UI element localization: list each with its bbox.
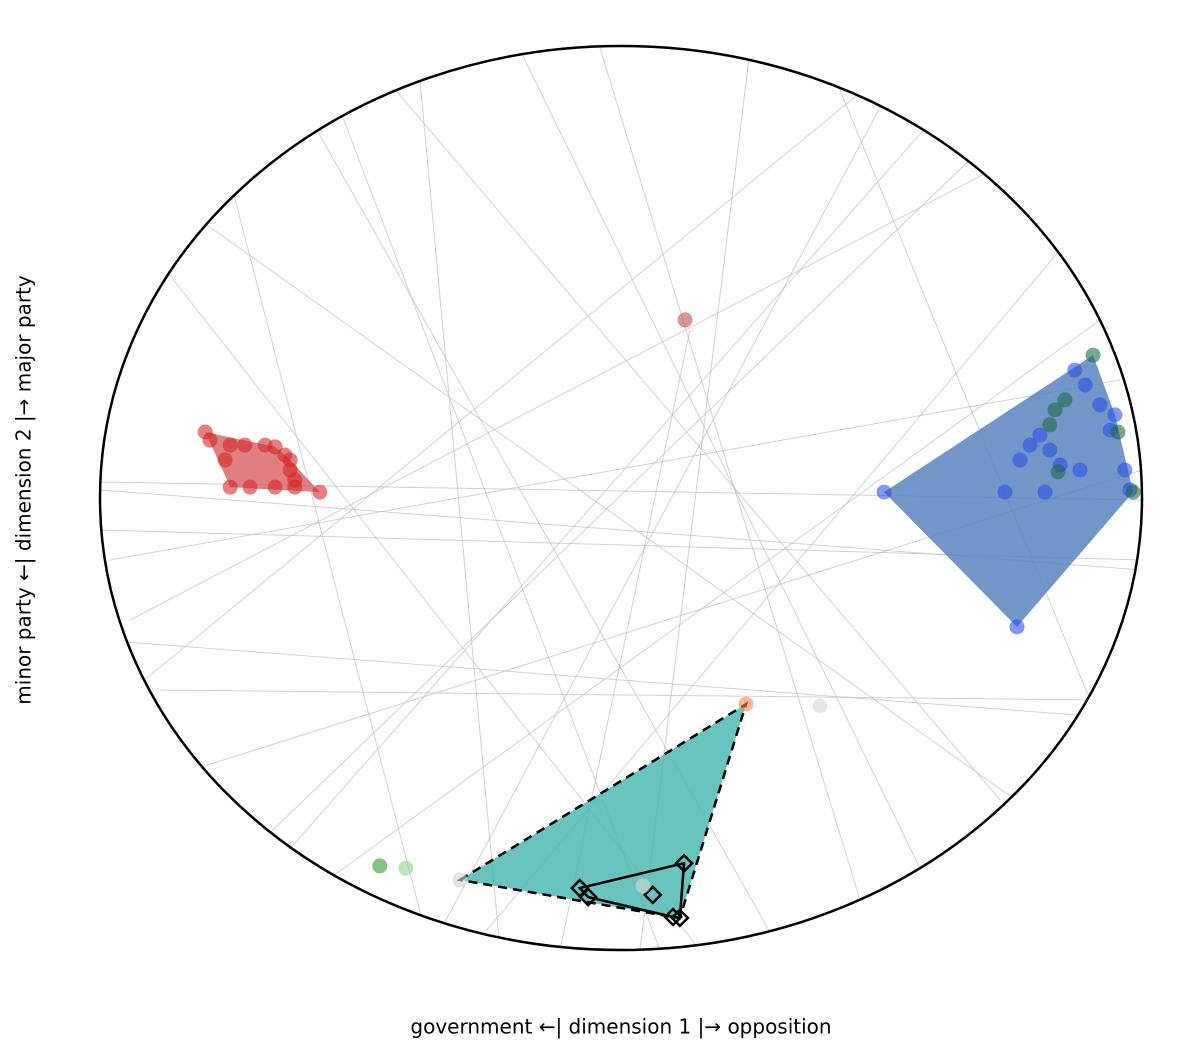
point bbox=[1057, 392, 1073, 408]
point bbox=[1037, 484, 1053, 500]
point bbox=[1032, 427, 1048, 443]
point bbox=[670, 908, 690, 928]
point bbox=[1117, 462, 1133, 478]
point bbox=[997, 484, 1013, 500]
point bbox=[663, 907, 683, 927]
point bbox=[237, 437, 253, 453]
point bbox=[876, 484, 892, 500]
point bbox=[222, 479, 238, 495]
point bbox=[1072, 462, 1088, 478]
point bbox=[1110, 424, 1126, 440]
hull bbox=[456, 701, 749, 920]
point bbox=[677, 312, 693, 328]
point bbox=[1107, 407, 1123, 423]
point bbox=[1067, 362, 1083, 378]
point bbox=[398, 860, 414, 876]
hull bbox=[577, 861, 686, 920]
point bbox=[578, 887, 598, 907]
point bbox=[312, 484, 328, 500]
point bbox=[635, 878, 651, 894]
point bbox=[1085, 347, 1101, 363]
point bbox=[202, 432, 218, 448]
point bbox=[1047, 402, 1063, 418]
unit-circle bbox=[98, 44, 1144, 952]
point bbox=[738, 696, 754, 712]
point bbox=[242, 479, 258, 495]
y-axis-label: minor party ←| dimension 2 |→ major part… bbox=[12, 275, 36, 705]
point bbox=[217, 452, 233, 468]
point bbox=[372, 858, 388, 874]
point bbox=[1042, 442, 1058, 458]
point bbox=[1022, 437, 1038, 453]
point bbox=[1125, 484, 1141, 500]
point bbox=[267, 479, 283, 495]
point bbox=[222, 437, 238, 453]
point bbox=[674, 853, 694, 873]
point bbox=[287, 479, 303, 495]
point bbox=[452, 872, 468, 888]
point bbox=[643, 885, 663, 905]
point bbox=[1092, 397, 1108, 413]
point bbox=[267, 439, 283, 455]
point bbox=[1042, 417, 1058, 433]
point bbox=[1050, 464, 1066, 480]
point bbox=[1012, 452, 1028, 468]
point bbox=[1077, 377, 1093, 393]
point bbox=[812, 698, 828, 714]
x-axis-label: government ←| dimension 1 |→ opposition bbox=[410, 1015, 831, 1039]
point bbox=[1009, 619, 1025, 635]
